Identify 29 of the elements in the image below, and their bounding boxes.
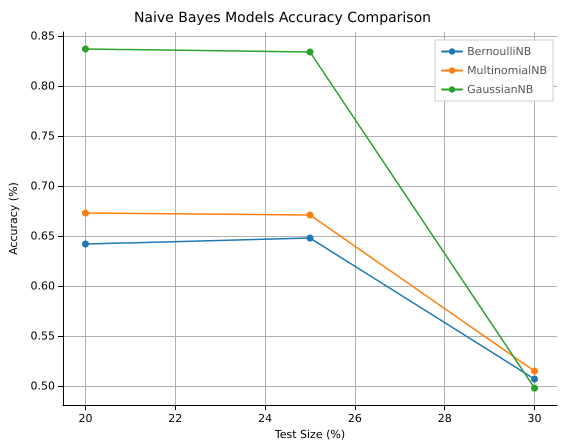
y-tick-label: 0.75: [30, 130, 55, 143]
y-axis-title: Accuracy (%): [7, 182, 20, 255]
y-tick-label: 0.85: [30, 30, 55, 42]
y-tick-label: 0.55: [30, 330, 55, 343]
point: [531, 384, 538, 392]
y-tick-label: 0.60: [30, 280, 55, 293]
x-tick-label: 26: [348, 412, 362, 426]
point: [82, 210, 89, 217]
y-tick-label: 0.50: [30, 380, 55, 393]
legend-label: BernoulliNB: [467, 45, 532, 58]
y-tick-label: 0.70: [30, 180, 55, 193]
x-axis-title: Test Size (%): [274, 428, 346, 441]
point: [82, 46, 89, 53]
legend-label: MultinomialNB: [467, 64, 548, 77]
x-tick-label: 30: [528, 412, 542, 426]
point: [306, 234, 314, 242]
point: [306, 48, 314, 56]
y-tick-label: 0.80: [30, 80, 55, 93]
chart-title: Naive Bayes Models Accuracy Comparison: [134, 10, 432, 26]
legend-label: GaussianNB: [467, 83, 534, 96]
point: [531, 368, 538, 375]
point: [82, 240, 89, 248]
x-tick-label: 22: [168, 412, 182, 426]
x-tick-label: 20: [78, 412, 92, 426]
point: [531, 376, 538, 383]
x-tick-label: 28: [438, 412, 452, 426]
y-tick-label: 0.65: [30, 230, 55, 243]
point: [306, 212, 314, 219]
x-tick-label: 24: [258, 412, 272, 426]
